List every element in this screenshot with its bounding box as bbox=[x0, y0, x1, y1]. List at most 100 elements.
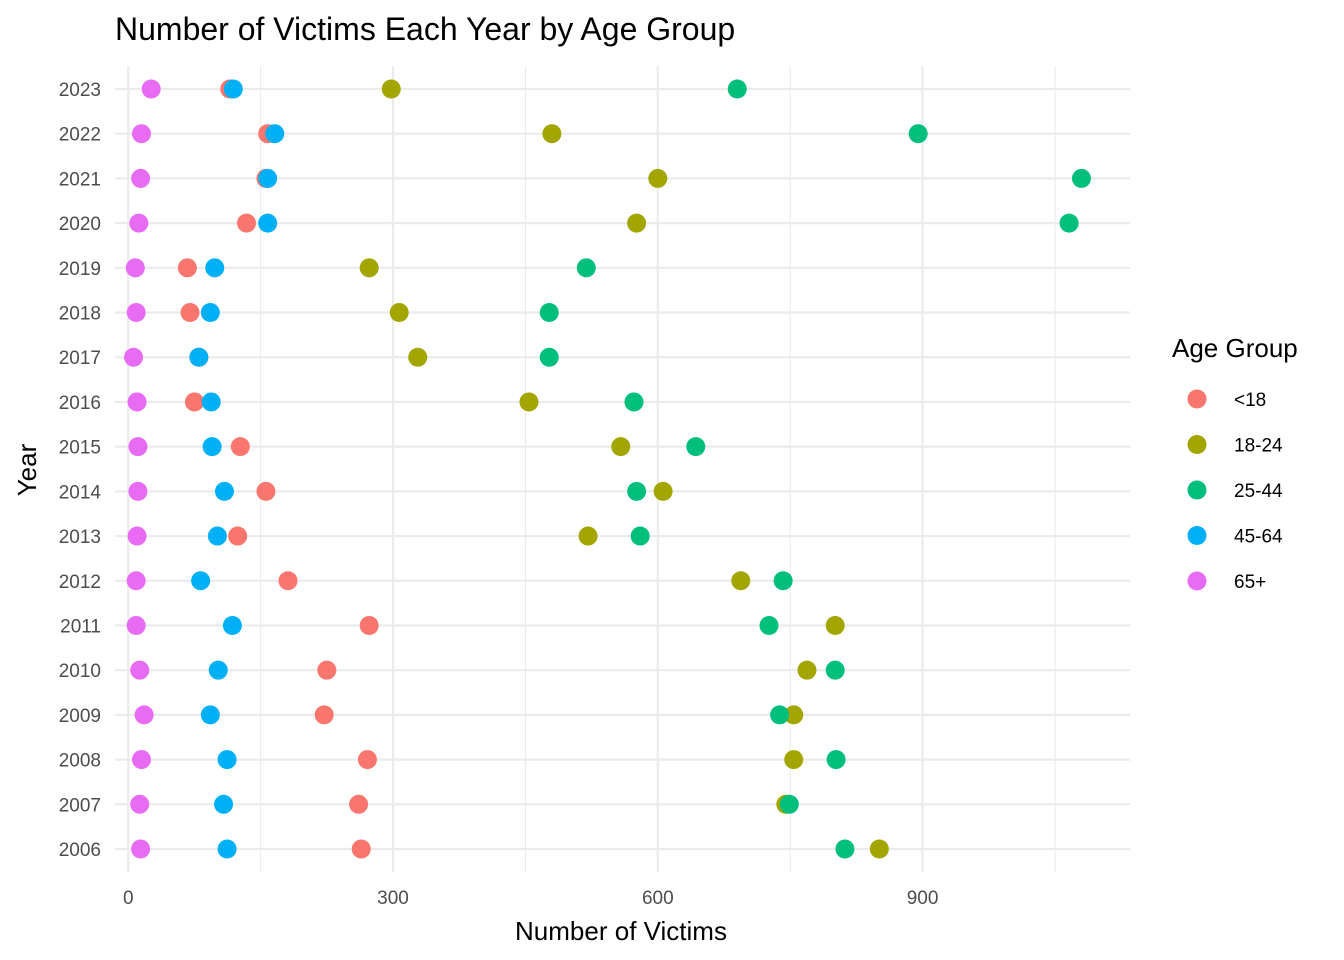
data-point bbox=[217, 750, 237, 770]
data-point bbox=[217, 839, 237, 859]
y-tick-label: 2020 bbox=[59, 214, 101, 235]
y-axis-ticks: 2006 2007 2008 2009 2010 2011 2012 2013 2014 2015… bbox=[59, 80, 102, 861]
chart-title: Number of Victims Each Year by Age Group bbox=[115, 11, 735, 47]
data-point bbox=[131, 750, 151, 770]
data-point bbox=[539, 347, 559, 367]
legend-key bbox=[1187, 526, 1207, 545]
y-tick-label: 2010 bbox=[59, 661, 101, 682]
data-point bbox=[825, 615, 845, 635]
data-point bbox=[797, 660, 817, 680]
data-point bbox=[542, 124, 562, 144]
data-point bbox=[130, 660, 150, 680]
data-point bbox=[314, 705, 334, 725]
y-tick-label: 2017 bbox=[59, 348, 101, 369]
y-tick-label: 2019 bbox=[59, 259, 101, 280]
data-point bbox=[189, 347, 209, 367]
data-point bbox=[127, 526, 147, 546]
y-axis-title: Year bbox=[12, 443, 42, 496]
data-point bbox=[184, 392, 204, 412]
y-tick-label: 2006 bbox=[59, 840, 101, 861]
data-point bbox=[256, 481, 276, 501]
data-point bbox=[237, 213, 257, 233]
data-point bbox=[408, 347, 428, 367]
data-point bbox=[539, 303, 559, 323]
data-point bbox=[1071, 168, 1091, 188]
data-point bbox=[200, 303, 220, 323]
data-point bbox=[230, 437, 250, 457]
y-tick-label: 2022 bbox=[59, 125, 101, 146]
data-point bbox=[131, 839, 151, 859]
legend-key bbox=[1187, 480, 1207, 500]
data-point bbox=[648, 168, 668, 188]
data-point bbox=[126, 303, 146, 323]
data-point bbox=[770, 705, 790, 725]
data-point bbox=[784, 750, 804, 770]
data-point bbox=[202, 437, 222, 457]
data-point bbox=[258, 168, 278, 188]
data-point bbox=[630, 526, 650, 546]
data-point bbox=[731, 571, 751, 591]
legend-label: 65+ bbox=[1234, 572, 1266, 593]
data-point bbox=[611, 437, 631, 457]
legend-label: <18 bbox=[1234, 390, 1266, 411]
data-point bbox=[205, 258, 225, 278]
legend-title: Age Group bbox=[1172, 333, 1298, 363]
data-point bbox=[624, 392, 644, 412]
x-axis-title: Number of Victims bbox=[515, 916, 727, 946]
y-tick-label: 2018 bbox=[59, 304, 101, 325]
y-tick-label: 2023 bbox=[59, 80, 101, 101]
data-point bbox=[128, 437, 148, 457]
data-point bbox=[201, 392, 221, 412]
data-point bbox=[265, 124, 285, 144]
data-point bbox=[389, 303, 409, 323]
data-point bbox=[200, 705, 220, 725]
data-points bbox=[124, 79, 1091, 859]
data-point bbox=[258, 213, 278, 233]
data-point bbox=[359, 615, 379, 635]
data-point bbox=[779, 794, 799, 814]
data-point bbox=[826, 750, 846, 770]
y-tick-label: 2009 bbox=[59, 706, 101, 727]
data-point bbox=[177, 258, 197, 278]
data-point bbox=[130, 794, 150, 814]
data-point bbox=[727, 79, 747, 99]
data-point bbox=[180, 303, 200, 323]
data-point bbox=[759, 615, 779, 635]
y-tick-label: 2021 bbox=[59, 169, 101, 190]
data-point bbox=[349, 794, 369, 814]
x-tick-label: 0 bbox=[123, 888, 134, 909]
data-point bbox=[134, 705, 154, 725]
data-point bbox=[653, 481, 673, 501]
data-point bbox=[825, 660, 845, 680]
y-tick-label: 2011 bbox=[60, 616, 101, 637]
data-point bbox=[627, 213, 647, 233]
legend-label: 25-44 bbox=[1234, 481, 1283, 502]
data-point bbox=[784, 705, 804, 725]
data-point bbox=[869, 839, 889, 859]
data-point bbox=[835, 839, 855, 859]
x-tick-label: 300 bbox=[377, 888, 409, 909]
legend: Age Group <18 18-24 25-44 45-64 65+ bbox=[1172, 333, 1298, 593]
x-axis-ticks: 0 300 600 900 bbox=[123, 888, 938, 909]
data-point bbox=[519, 392, 539, 412]
data-point bbox=[222, 615, 242, 635]
x-tick-label: 900 bbox=[907, 888, 939, 909]
legend-label: 45-64 bbox=[1234, 527, 1283, 548]
data-point bbox=[381, 79, 401, 99]
data-point bbox=[627, 481, 647, 501]
data-point bbox=[578, 526, 598, 546]
y-tick-label: 2008 bbox=[59, 751, 101, 772]
y-tick-label: 2014 bbox=[59, 482, 102, 503]
data-point bbox=[278, 571, 298, 591]
data-point bbox=[773, 571, 793, 591]
data-point bbox=[214, 794, 234, 814]
data-point bbox=[214, 481, 234, 501]
data-point bbox=[141, 79, 161, 99]
data-point bbox=[359, 258, 379, 278]
data-point bbox=[125, 258, 145, 278]
data-point bbox=[129, 213, 149, 233]
data-point bbox=[1059, 213, 1079, 233]
data-point bbox=[223, 79, 243, 99]
y-tick-label: 2016 bbox=[59, 393, 101, 414]
data-point bbox=[686, 437, 706, 457]
